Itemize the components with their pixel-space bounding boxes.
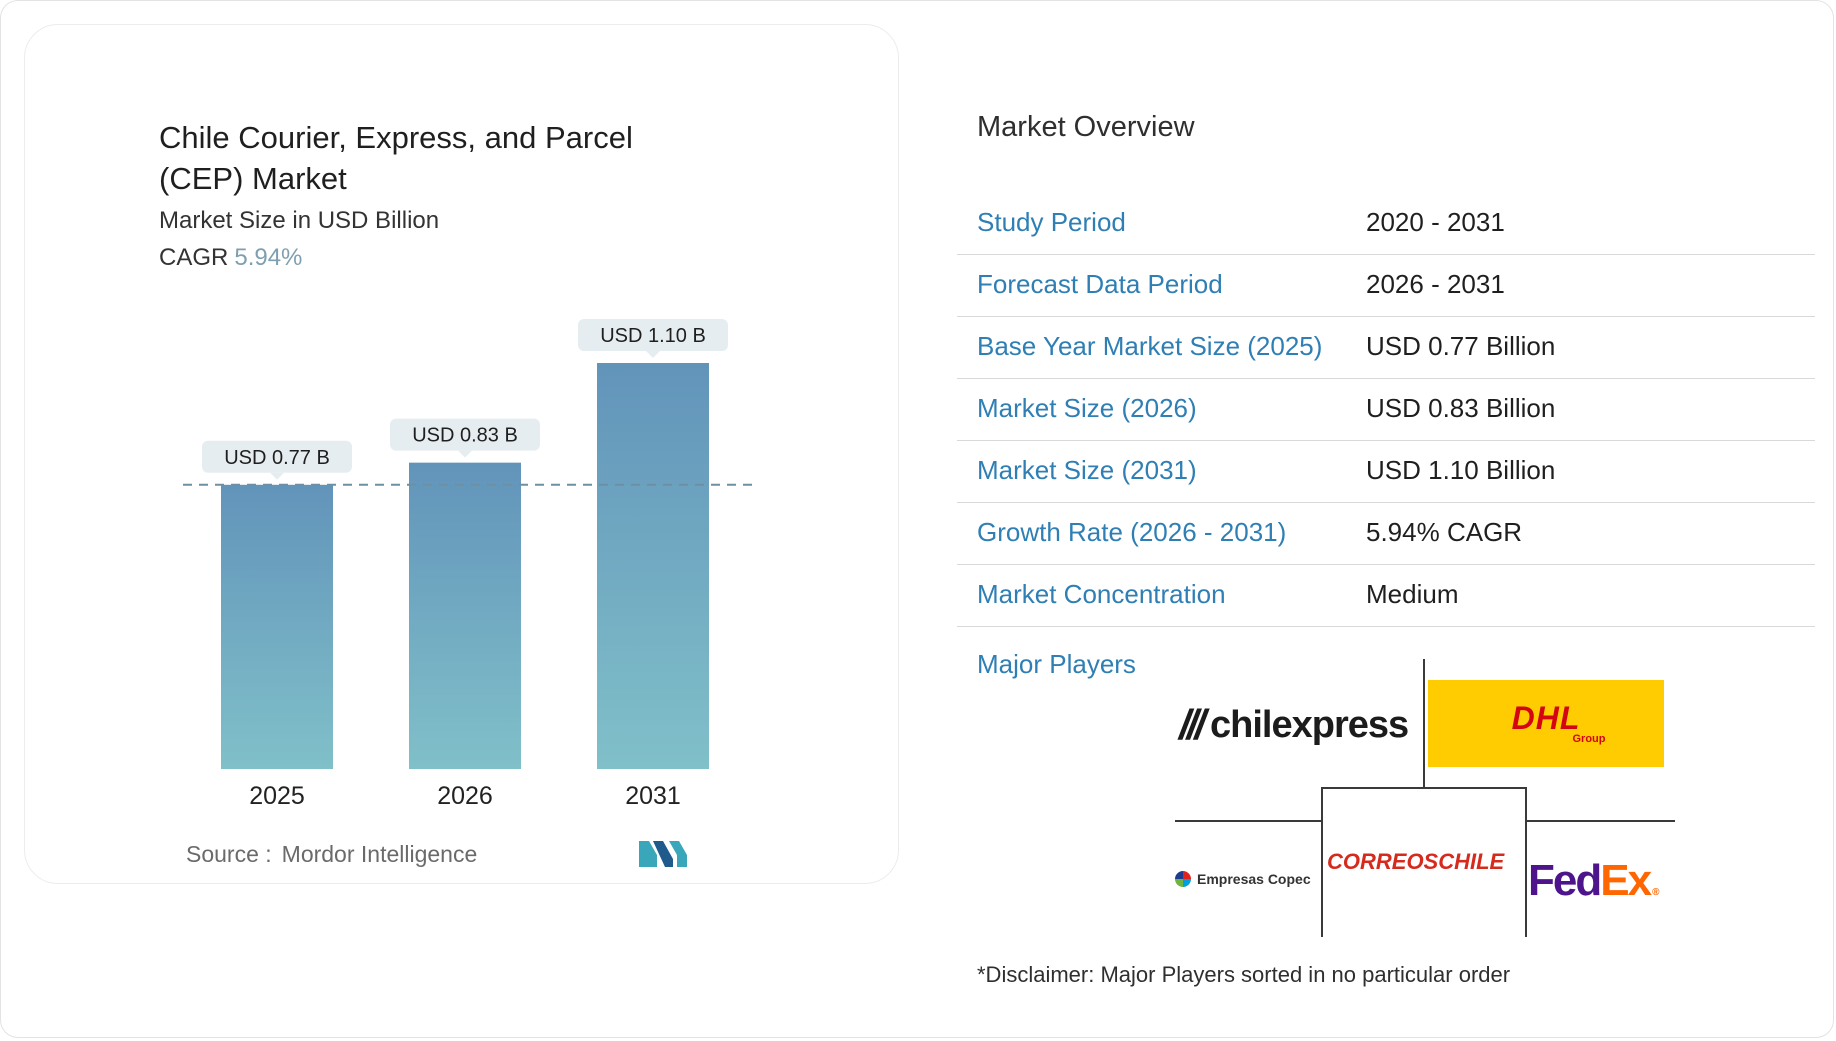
overview-value: USD 0.83 Billion	[1366, 393, 1556, 423]
x-tick-label: 2025	[249, 782, 305, 810]
cagr-line: CAGR 5.94%	[159, 244, 302, 272]
bar-2031	[597, 363, 709, 769]
copec-logo: Empresas Copec	[1175, 871, 1311, 887]
correoschile-text: CORREOSCHILE	[1327, 849, 1505, 874]
copec-text: Empresas Copec	[1197, 871, 1311, 887]
data-label-pointer	[646, 351, 660, 358]
cagr-label: CAGR	[159, 244, 229, 271]
overview-row: Base Year Market Size (2025) USD 0.77 Bil…	[957, 317, 1815, 379]
data-label-pointer	[270, 472, 284, 480]
chart-subtitle: Market Size in USD Billion	[159, 207, 440, 234]
bar-2026	[409, 462, 521, 769]
overview-value: 2026 - 2031	[1366, 269, 1505, 299]
overview-row: Forecast Data Period 2026 - 2031	[957, 255, 1815, 317]
source-value: Mordor Intelligence	[281, 841, 478, 867]
grid-line	[1175, 820, 1321, 822]
data-label-background	[578, 319, 728, 351]
data-label: USD 1.10 B	[600, 325, 706, 347]
overview-row: Market Size (2031) USD 1.10 Billion	[957, 441, 1815, 503]
correoschile-logo: CORREOSCHILE	[1327, 849, 1504, 875]
overview-row: Growth Rate (2026 - 2031) 5.94% CAGR	[957, 503, 1815, 565]
overview-key: Market Size (2026)	[977, 393, 1197, 423]
grid-line	[1423, 659, 1425, 787]
overview-value: 2020 - 2031	[1366, 207, 1505, 237]
overview-value: Medium	[1366, 579, 1459, 609]
overview-row: Market Size (2026) USD 0.83 Billion	[957, 379, 1815, 441]
overview-row: Market Concentration Medium	[957, 565, 1815, 627]
x-tick-label: 2031	[625, 782, 681, 810]
x-tick-label: 2026	[437, 782, 493, 810]
grid-line	[1525, 787, 1527, 937]
chilexpress-mark-icon: ///	[1179, 701, 1206, 748]
fedex-registered-text: ®	[1652, 887, 1660, 898]
fedex-fed-text: Fed	[1528, 856, 1602, 905]
major-players-label: Major Players	[977, 649, 1136, 679]
grid-line	[1321, 787, 1323, 937]
overview-table: Study Period 2020 - 2031 Forecast Data Per…	[957, 193, 1815, 627]
data-label-pointer	[458, 450, 472, 458]
data-label-background	[202, 440, 352, 473]
mordor-logo-icon	[639, 841, 687, 867]
cagr-value: 5.94%	[234, 244, 303, 271]
grid-line	[1527, 820, 1675, 822]
overview-key: Forecast Data Period	[977, 269, 1223, 299]
copec-mark-icon	[1175, 871, 1191, 887]
dhl-group-text: Group	[1572, 732, 1606, 745]
dhl-logo: DHL Group	[1428, 680, 1664, 767]
overview-key: Study Period	[977, 207, 1126, 237]
grid-line	[1321, 787, 1527, 789]
overview-value: USD 1.10 Billion	[1366, 455, 1556, 485]
overview-row: Study Period 2020 - 2031	[957, 193, 1815, 255]
overview-key: Growth Rate (2026 - 2031)	[977, 517, 1287, 547]
bar-2025	[221, 484, 333, 769]
chart-title: Chile Courier, Express, and Parcel (CEP)…	[159, 120, 633, 196]
source-line: Source : Mordor Intelligence	[186, 841, 477, 868]
overview-value: 5.94% CAGR	[1366, 517, 1523, 547]
overview-key: Market Size (2031)	[977, 455, 1197, 485]
overview-title: Market Overview	[977, 111, 1195, 143]
source-label: Source :	[186, 841, 272, 867]
fedex-ex-text: Ex	[1600, 856, 1652, 905]
chilexpress-logo: ///chilexpress	[1179, 701, 1409, 749]
data-label-background	[390, 418, 540, 451]
data-label: USD 0.83 B	[412, 425, 518, 447]
fedex-logo: Fed Ex ®	[1528, 856, 1660, 906]
chilexpress-text: chilexpress	[1210, 703, 1409, 746]
overview-key: Market Concentration	[977, 579, 1226, 609]
dhl-text: DHL	[1511, 699, 1581, 736]
data-label: USD 0.77 B	[224, 447, 330, 469]
overview-value: USD 0.77 Billion	[1366, 331, 1556, 361]
disclaimer: *Disclaimer: Major Players sorted in no …	[977, 962, 1511, 987]
overview-key: Base Year Market Size (2025)	[977, 331, 1323, 361]
